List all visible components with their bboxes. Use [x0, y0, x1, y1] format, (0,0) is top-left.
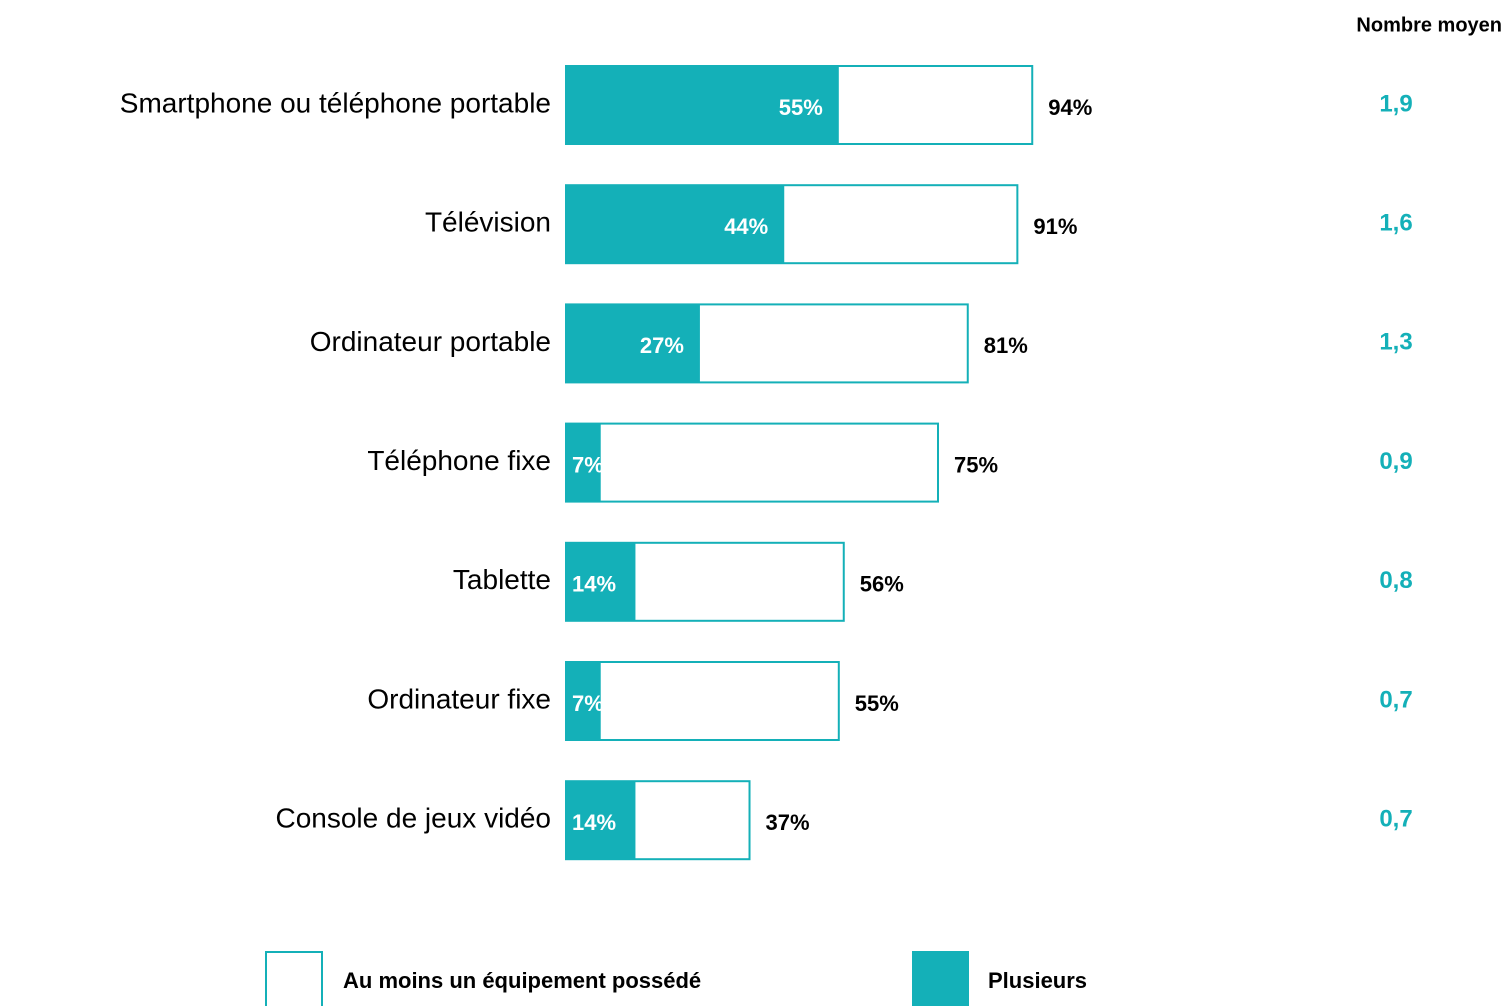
total-value-label: 91% [1033, 214, 1077, 239]
total-value-label: 94% [1048, 95, 1092, 120]
bar-multiple [566, 423, 601, 502]
total-value-label: 56% [860, 572, 904, 597]
category-label: Tablette [453, 564, 551, 595]
legend-label: Au moins un équipement possédé [343, 968, 701, 993]
bar-multiple [566, 185, 785, 264]
multiple-value-label: 14% [572, 572, 616, 597]
average-value: 0,8 [1379, 567, 1412, 594]
average-value: 0,7 [1379, 686, 1412, 713]
multiple-value-label: 14% [572, 810, 616, 835]
legend-swatch [265, 951, 323, 1006]
bar-multiple [566, 781, 636, 860]
multiple-value-label: 7% [572, 691, 604, 716]
multiple-value-label: 55% [779, 95, 823, 120]
bar-total [565, 661, 840, 741]
bar-multiple [566, 542, 636, 621]
bar-multiple [566, 304, 700, 383]
multiple-value-label: 7% [572, 452, 604, 477]
multiple-value-label: 27% [640, 333, 684, 358]
bar-multiple [566, 662, 601, 740]
total-value-label: 75% [954, 452, 998, 477]
bar-multiple [566, 66, 839, 144]
category-label: Téléphone fixe [367, 445, 551, 476]
average-value: 1,9 [1379, 90, 1412, 117]
average-value: 0,7 [1379, 806, 1412, 833]
category-label: Télévision [425, 207, 551, 238]
average-value: 1,6 [1379, 210, 1412, 237]
legend-swatch [912, 951, 969, 1006]
total-value-label: 81% [984, 333, 1028, 358]
category-label: Smartphone ou téléphone portable [120, 87, 551, 118]
multiple-value-label: 44% [724, 214, 768, 239]
total-value-label: 55% [855, 691, 899, 716]
legend-label: Plusieurs [988, 968, 1087, 993]
total-value-label: 37% [766, 810, 810, 835]
average-value: 0,9 [1379, 448, 1412, 475]
category-label: Console de jeux vidéo [275, 803, 551, 834]
category-label: Ordinateur portable [310, 326, 551, 357]
category-label: Ordinateur fixe [367, 683, 551, 714]
average-title: Nombre moyen [1356, 14, 1502, 36]
bar-total [565, 422, 939, 503]
average-value: 1,3 [1379, 329, 1412, 356]
